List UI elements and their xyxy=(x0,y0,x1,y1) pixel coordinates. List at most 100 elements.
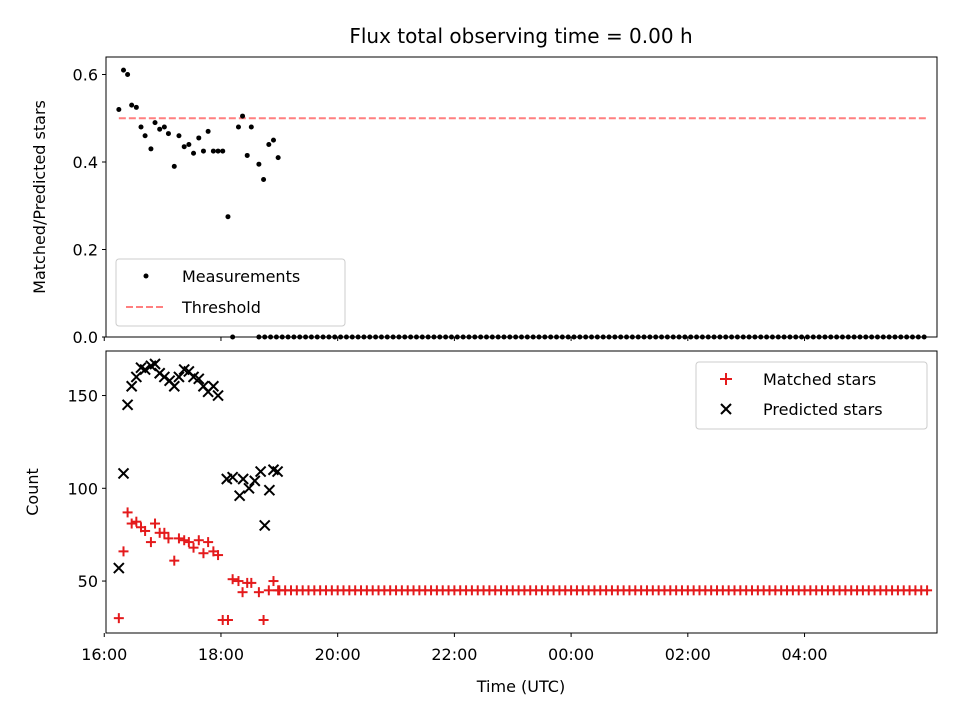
measurement-point xyxy=(285,334,291,340)
matched-stars-point xyxy=(922,585,933,596)
measurement-point xyxy=(273,334,279,340)
measurement-point xyxy=(536,334,542,340)
measurement-point xyxy=(752,334,758,340)
predicted-stars-point xyxy=(237,473,249,485)
measurement-point xyxy=(256,161,262,167)
measurement-point xyxy=(186,142,192,147)
measurement-point xyxy=(349,334,355,340)
bottom-y-tick-label: 150 xyxy=(67,387,98,406)
measurement-point xyxy=(804,334,810,340)
measurement-point xyxy=(501,334,507,340)
measurement-point xyxy=(215,148,221,154)
measurement-point xyxy=(723,334,729,340)
measurement-point xyxy=(129,102,135,108)
measurement-point xyxy=(266,142,272,147)
measurement-point xyxy=(845,334,851,340)
legend-matched-label: Matched stars xyxy=(763,370,876,389)
measurement-point xyxy=(378,334,384,340)
measurement-point xyxy=(196,135,202,141)
matched-stars-point xyxy=(159,527,170,538)
measurement-point xyxy=(431,334,437,340)
measurement-point xyxy=(181,144,187,150)
measurement-point xyxy=(909,334,915,340)
predicted-stars-point xyxy=(193,373,205,385)
measurement-point xyxy=(734,334,740,340)
matched-stars-point xyxy=(198,548,209,559)
measurement-point xyxy=(799,334,805,340)
legend-measurements-label: Measurements xyxy=(182,267,300,286)
predicted-stars-point xyxy=(149,358,161,370)
measurement-point xyxy=(402,334,408,340)
matched-stars-point xyxy=(222,615,233,626)
measurement-point xyxy=(454,334,460,340)
legend-matched-marker xyxy=(720,373,732,385)
top-y-tick-label: 0.4 xyxy=(73,153,98,172)
x-tick-label: 20:00 xyxy=(315,645,361,664)
measurement-point xyxy=(338,334,344,340)
measurement-point xyxy=(606,334,612,340)
predicted-stars-point xyxy=(233,490,246,502)
measurement-point xyxy=(729,334,735,340)
measurement-point xyxy=(507,334,513,340)
measurement-point xyxy=(390,334,396,340)
top-y-axis-label: Matched/Predicted stars xyxy=(30,100,49,294)
measurement-point xyxy=(787,334,793,340)
top-legend-box xyxy=(115,258,346,327)
predicted-stars-point xyxy=(173,371,185,383)
measurement-point xyxy=(303,334,309,340)
measurement-point xyxy=(682,334,688,340)
measurement-point xyxy=(921,334,927,340)
measurement-point xyxy=(148,146,154,152)
predicted-stars-point xyxy=(207,380,220,392)
predicted-stars-point xyxy=(226,471,239,483)
measurement-point xyxy=(297,334,303,340)
legend-predicted-label: Predicted stars xyxy=(763,400,883,419)
matched-stars-point xyxy=(227,574,238,585)
measurement-point xyxy=(466,334,472,340)
measurement-point xyxy=(717,334,723,340)
top-y-tick-label: 0.0 xyxy=(73,328,98,347)
measurement-point xyxy=(600,334,606,340)
measurement-point xyxy=(618,334,624,340)
x-tick-label: 22:00 xyxy=(431,645,477,664)
measurement-point xyxy=(781,334,787,340)
measurement-point xyxy=(483,334,489,340)
measurement-point xyxy=(367,334,373,340)
measurement-point xyxy=(670,334,676,340)
measurement-point xyxy=(235,124,241,130)
predicted-stars-point xyxy=(259,519,271,532)
matched-stars-point xyxy=(163,533,174,544)
measurement-point xyxy=(519,334,524,340)
measurement-point xyxy=(240,113,246,119)
measurement-point xyxy=(688,334,694,340)
bottom-axes-frame xyxy=(105,350,938,634)
measurement-point xyxy=(571,334,577,340)
predicted-stars-point xyxy=(139,363,151,376)
measurement-point xyxy=(133,104,139,110)
top-y-tick-label: 0.2 xyxy=(73,241,98,260)
predicted-stars-point xyxy=(168,380,180,392)
measurement-point xyxy=(248,124,254,130)
measurement-point xyxy=(904,334,910,340)
measurement-point xyxy=(869,334,875,340)
matched-stars-point xyxy=(237,587,248,598)
measurement-point xyxy=(176,133,182,139)
x-tick-label: 18:00 xyxy=(198,645,244,664)
measurement-point xyxy=(443,334,449,340)
measurement-point xyxy=(320,334,326,340)
measurement-point xyxy=(489,334,495,340)
predicted-stars-point xyxy=(243,482,255,494)
measurement-point xyxy=(810,334,816,340)
top-y-tick-label: 0.6 xyxy=(73,66,98,85)
measurement-point xyxy=(880,334,886,340)
measurement-point xyxy=(165,131,171,137)
top-plot-area: 0.0 0.2 0.4 0.6 xyxy=(73,66,928,347)
measurement-point xyxy=(676,334,682,340)
measurement-point xyxy=(171,163,177,169)
measurement-point xyxy=(256,334,262,340)
measurement-point xyxy=(647,334,653,340)
measurement-point xyxy=(495,334,501,340)
measurement-point xyxy=(583,334,589,340)
